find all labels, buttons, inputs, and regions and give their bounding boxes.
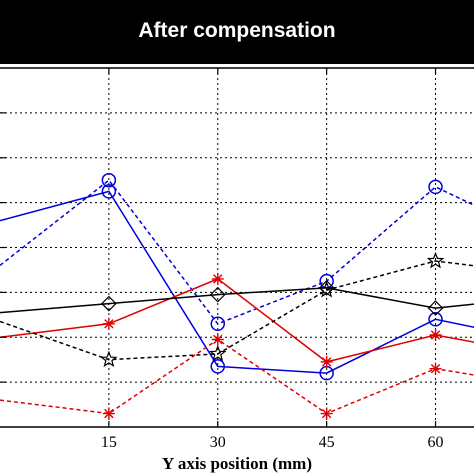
x-tick-label-3: 60 — [428, 434, 444, 451]
series-5-point-1 — [100, 350, 118, 368]
series-0-point-2 — [210, 359, 226, 374]
series-5-point-2 — [208, 344, 227, 362]
series-layer — [0, 172, 474, 420]
series-4-point-1 — [101, 295, 117, 312]
series-4-line — [0, 287, 474, 314]
series-4-point-3 — [318, 280, 335, 296]
series-3-point-3 — [320, 407, 333, 420]
series-2-point-4 — [429, 329, 442, 342]
axis-layer: 15 30 45 60 Y axis position (mm) — [0, 67, 474, 473]
series-3-point-2 — [211, 333, 224, 346]
series-2-point-1 — [102, 317, 115, 330]
series-3-point-1 — [102, 407, 115, 420]
series-5-point-3 — [317, 280, 336, 298]
series-4-point-4 — [427, 300, 444, 316]
series-4-point-2 — [209, 286, 226, 303]
series-0-point-1 — [101, 184, 117, 199]
series-2-point-3 — [320, 355, 333, 368]
chart-title: After compensation — [138, 19, 336, 42]
x-axis-title: Y axis position (mm) — [162, 454, 312, 473]
series-2-line — [0, 278, 474, 363]
x-tick-label-0: 15 — [101, 434, 117, 451]
series-1-line — [0, 179, 474, 325]
series-5-point-4 — [426, 251, 445, 269]
series-0-line — [0, 190, 474, 374]
x-tick-label-1: 30 — [210, 434, 226, 451]
series-3-line — [0, 338, 474, 415]
series-3-point-4 — [429, 362, 442, 375]
x-tick-label-2: 45 — [319, 434, 335, 451]
series-5-line — [0, 260, 474, 361]
series-1-point-1 — [101, 172, 117, 188]
series-0-point-4 — [428, 312, 443, 327]
grid-layer — [0, 68, 474, 427]
series-2-point-2 — [211, 272, 224, 285]
title-bar: After compensation — [0, 0, 474, 64]
series-1-point-4 — [428, 179, 443, 195]
series-1-point-2 — [210, 316, 226, 332]
